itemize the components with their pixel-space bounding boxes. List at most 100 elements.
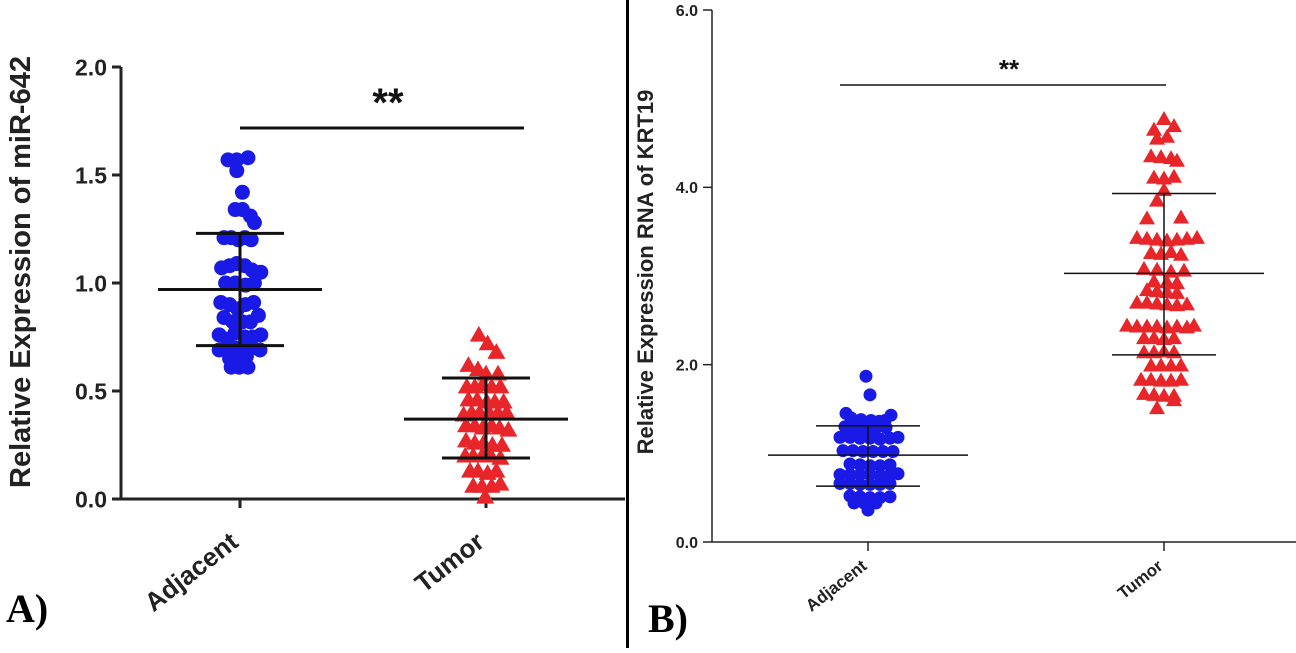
panel-a-point-tumor (487, 461, 506, 478)
panel-b-point-adjacent (843, 457, 857, 471)
panel-b-point-tumor (1136, 260, 1152, 275)
panel-b-y-tick-label: 6.0 (676, 3, 698, 20)
panel-b-y-tick-label: 4.0 (676, 180, 698, 197)
panel-a-point-adjacent (240, 359, 256, 375)
panel-b-point-tumor (1169, 318, 1185, 333)
panel-b-point-adjacent (883, 476, 897, 490)
panel-b-point-adjacent (886, 445, 900, 459)
panel-a-point-adjacent (250, 307, 266, 323)
panel-b-point-adjacent (853, 477, 867, 491)
panel-a-significance-mark: ** (372, 81, 404, 125)
panel-a-point-adjacent (253, 327, 269, 343)
panel-b-point-tumor (1166, 168, 1182, 183)
panel-b-point-tumor (1159, 283, 1175, 298)
panel-b-point-adjacent (853, 458, 867, 472)
panel-b-point-adjacent (863, 388, 877, 402)
panel-b-point-tumor (1166, 392, 1182, 407)
panel-b-significance-mark: ** (999, 54, 1020, 84)
panel-a-label: A) (6, 586, 48, 631)
panel-b-point-tumor (1139, 294, 1155, 309)
panel-b-point-tumor (1146, 273, 1162, 288)
panel-b-point-tumor (1149, 400, 1165, 415)
panel-a-y-tick-label: 2.0 (75, 54, 107, 80)
panel-a-point-tumor (493, 436, 511, 452)
panel-b-point-tumor (1176, 262, 1192, 277)
panel-b-point-tumor (1149, 261, 1165, 276)
panel-b-point-tumor (1173, 246, 1189, 261)
panel-b-point-tumor (1119, 317, 1135, 332)
panel-b-point-tumor (1159, 296, 1175, 311)
panel-b-point-tumor (1143, 244, 1159, 259)
panel-a-point-tumor (491, 377, 510, 394)
panel-a-point-tumor (459, 356, 478, 372)
panel-b-point-tumor (1159, 128, 1175, 143)
panel-a-point-tumor (477, 364, 495, 381)
panel-b-point-tumor (1166, 118, 1182, 133)
panel-a-point-tumor (499, 420, 518, 437)
panel-a-point-adjacent (240, 150, 256, 166)
panel-b-point-tumor (1139, 230, 1155, 245)
panel-b-point-adjacent (863, 431, 877, 445)
panel-b-y-axis-title: Relative Expression RNA of KRT19 (633, 90, 658, 455)
panel-a-y-tick-label: 1.5 (75, 162, 107, 188)
panel-a-point-adjacent (246, 275, 262, 291)
panel-b-point-tumor (1146, 121, 1162, 136)
panel-a-category-label: Tumor (409, 526, 490, 598)
panel-b-point-tumor (1146, 386, 1162, 401)
panel-b-point-adjacent (843, 430, 857, 444)
panel-b-point-adjacent (861, 503, 875, 517)
panel-b-point-tumor (1139, 210, 1155, 225)
panel-b-point-adjacent (853, 431, 867, 445)
panel-b-point-adjacent (873, 477, 887, 491)
panel-b-point-adjacent (883, 490, 897, 504)
panel-a-category-label: Adjacent (139, 526, 244, 617)
panel-a-point-adjacent (246, 294, 262, 310)
panel-a-point-tumor (494, 392, 513, 409)
panel-b-point-tumor (1146, 330, 1162, 345)
panel-b-point-tumor (1159, 274, 1175, 289)
panel-a-point-tumor (469, 325, 488, 342)
panel-a-point-adjacent (229, 152, 245, 168)
panel-a-point-adjacent (229, 163, 245, 179)
panel-b-point-adjacent (891, 467, 905, 481)
panel-b-point-tumor (1149, 192, 1165, 207)
panel-b-point-tumor (1179, 296, 1195, 311)
panel-b-category-label: Adjacent (802, 556, 871, 615)
panel-b-point-tumor (1186, 317, 1202, 332)
panel-b-category-label: Tumor (1114, 556, 1167, 603)
panel-b-point-tumor (1173, 371, 1189, 386)
panel-a-chart: Relative Expression of miR-642 A) 0.0 0.5… (5, 54, 625, 631)
panel-b-point-tumor (1146, 169, 1162, 184)
panel-b-point-tumor (1173, 357, 1189, 372)
panel-b-point-tumor (1153, 149, 1169, 164)
panel-a-point-tumor (487, 343, 506, 359)
panel-b-point-adjacent (863, 468, 877, 482)
panel-a-y-tick-label: 0.5 (75, 378, 107, 404)
panel-b-y-tick-label: 2.0 (676, 357, 698, 374)
panel-a-point-tumor (478, 334, 497, 351)
panel-b-y-tick-label: 0.0 (676, 535, 698, 552)
panel-a-y-tick-label: 1.0 (75, 270, 107, 296)
panel-b-point-adjacent (833, 430, 847, 444)
panel-a-point-tumor (476, 487, 495, 504)
panel-b-chart: Relative Expression RNA of KRT19 B) 0.0 2… (633, 3, 1296, 641)
panel-b-point-tumor (1156, 111, 1172, 126)
panel-b-point-adjacent (838, 420, 852, 434)
panel-b-point-tumor (1163, 263, 1179, 278)
panel-a-point-adjacent (243, 232, 259, 248)
panel-b-point-tumor (1143, 148, 1159, 163)
panel-b-point-tumor (1136, 385, 1152, 400)
panel-a-point-tumor (491, 474, 510, 491)
panel-divider (626, 0, 629, 648)
panel-a-point-tumor (489, 364, 507, 381)
panel-b-point-adjacent (853, 468, 867, 482)
panel-b-point-adjacent (836, 444, 850, 458)
panel-b-point-tumor (1169, 152, 1185, 167)
panel-b-point-tumor (1166, 330, 1182, 345)
panel-b-point-tumor (1156, 181, 1172, 196)
panel-a-y-axis-title: Relative Expression of miR-642 (5, 56, 37, 488)
panel-b-label: B) (648, 596, 688, 641)
panel-a-point-adjacent (253, 264, 269, 280)
panel-b-point-adjacent (863, 477, 877, 491)
